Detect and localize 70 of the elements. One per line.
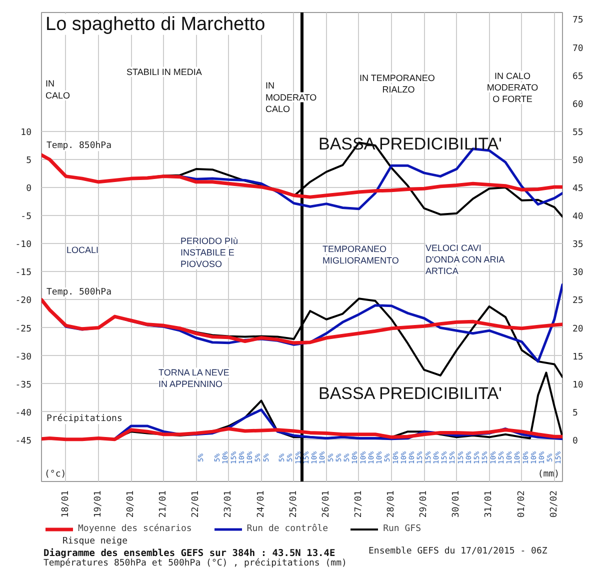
x-tick-label: 20/01: [126, 490, 136, 518]
y-tick-label: -40: [15, 408, 32, 418]
y-tick-label: -5: [20, 212, 32, 222]
chart-title: Lo spaghetto di Marchetto: [46, 14, 266, 35]
y-tick-label: -20: [15, 296, 32, 306]
annotation: TORNA LA NEVE IN APPENNINO: [158, 368, 230, 390]
annotation: STABILI IN MEDIA: [126, 66, 202, 77]
y-axis-title: (°c): [44, 470, 66, 480]
y2-tick-label: 45: [572, 184, 584, 194]
y-tick-label: 5: [26, 156, 32, 166]
y2-tick-label: 65: [572, 72, 584, 82]
y2-tick-label: 55: [572, 128, 584, 138]
annotation: Temp. 500hPa: [46, 288, 112, 298]
text: Diagramme des ensembles GEFS sur 384h : 43.5N 13.4E: [44, 548, 336, 559]
x-tick-label: 24/01: [256, 490, 266, 518]
x-tick-label: 27/01: [354, 490, 364, 518]
text: Températures 850hPa et 500hPa (°C) , précipitations (mm): [44, 558, 347, 568]
x-tick-label: 23/01: [224, 490, 234, 518]
x-tick-label: 02/02: [549, 490, 560, 518]
x-tick-label: 30/01: [452, 490, 462, 518]
y2-tick-label: 10: [572, 380, 584, 390]
x-tick-label: 25/01: [288, 490, 299, 518]
x-tick-label: 29/01: [419, 490, 430, 518]
y-tick-label: -45: [15, 436, 32, 446]
annotation: Précipitations: [46, 413, 122, 424]
y2-tick-label: 5: [572, 408, 578, 418]
annotation: IN CALO: [494, 70, 531, 81]
x-tick-label: 22/01: [191, 490, 202, 518]
y2-tick-label: 50: [572, 156, 584, 166]
x-tick-label: 26/01: [321, 490, 332, 518]
y2-tick-label: 75: [572, 16, 584, 26]
y-tick-label: -30: [15, 352, 32, 362]
annotation: BASSA PREDICIBILITA': [318, 134, 502, 154]
y2-tick-label: 60: [572, 100, 584, 110]
annotation: IN TEMPORANEO RIALZO: [359, 72, 435, 94]
x-tick-label: 19/01: [93, 490, 104, 518]
text: Ensemble GEFS du 17/01/2015 - 06Z: [368, 546, 548, 556]
x-tick-label: 31/01: [484, 490, 494, 518]
annotation: IN MODERATO CALO: [266, 80, 317, 114]
y2-tick-label: 40: [572, 212, 584, 222]
x-tick-label: 01/02: [516, 490, 527, 518]
y-tick-label: -15: [15, 268, 32, 278]
text: IN CALO: [46, 78, 70, 100]
annotation: Temp. 850hPa: [46, 141, 112, 152]
y-tick-label: -10: [15, 240, 32, 250]
legend-label: Run de contrôle: [246, 524, 328, 534]
x-tick-label: 18/01: [60, 490, 71, 518]
y2-tick-label: 35: [572, 240, 584, 250]
text: Risque neige: [62, 536, 128, 546]
annotation: BASSA PREDICIBILITA': [318, 384, 502, 403]
y-tick-label: -35: [15, 380, 32, 390]
y-tick-label: -25: [15, 324, 32, 334]
y2-tick-label: 20: [572, 324, 584, 334]
y2-tick-label: 0: [572, 436, 578, 446]
x-tick-label: 21/01: [158, 490, 169, 518]
text: MODERATO O FORTE: [486, 82, 538, 104]
legend-label: Run GFS: [383, 524, 422, 534]
y2-tick-label: 15: [572, 352, 584, 362]
y2-tick-label: 70: [572, 44, 584, 54]
y2-tick-label: 30: [572, 268, 584, 278]
x-tick-label: 28/01: [386, 490, 397, 518]
y2-axis-title: (mm): [538, 470, 560, 480]
annotation: PERIODO PIù INSTABILE E PIOVOSO: [180, 236, 238, 270]
annotation: TEMPORANEO MIGLIORAMENTO: [322, 244, 399, 266]
y-tick-label: 0: [26, 184, 32, 194]
legend-label: Moyenne des scénarios: [78, 524, 192, 534]
y-tick-label: 10: [20, 128, 32, 138]
annotation: LOCALI: [66, 244, 99, 255]
y2-tick-label: 25: [572, 296, 584, 306]
annotation: VELOCI CAVI D'ONDA CON ARIA ARTICA: [426, 242, 505, 276]
